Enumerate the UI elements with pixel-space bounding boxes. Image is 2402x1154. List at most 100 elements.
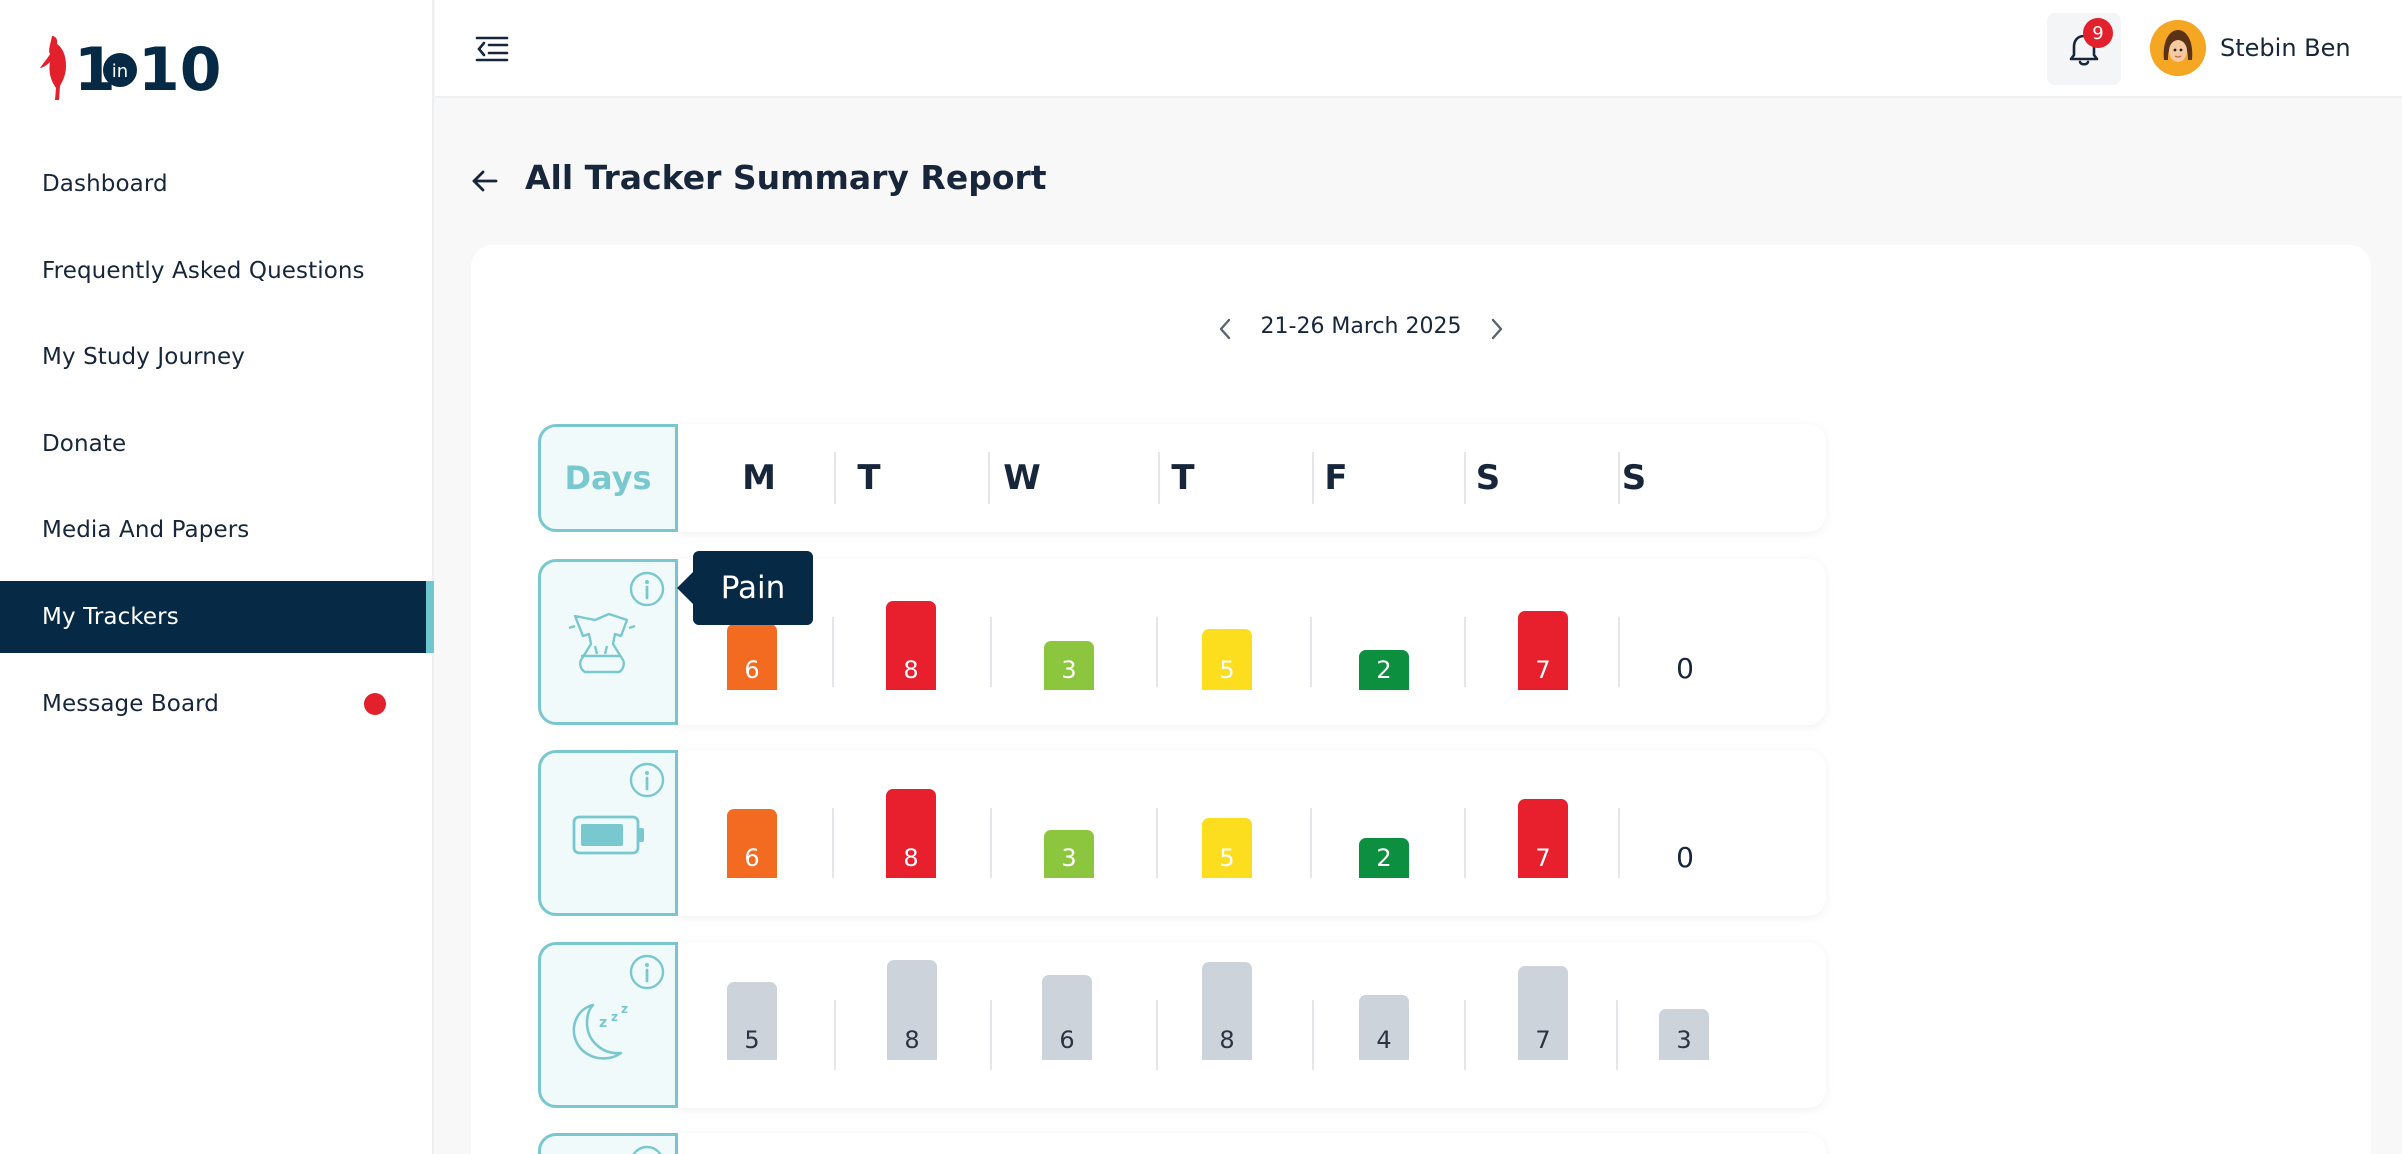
energy-value-sun[interactable]: 0 (1676, 841, 1694, 874)
sidebar-item-my-trackers[interactable]: My Trackers (0, 581, 434, 653)
week-range-label: 21-26 March 2025 (1260, 314, 1462, 339)
day-letter-thu: T (1171, 458, 1195, 498)
sidebar-item-label: Frequently Asked Questions (42, 258, 365, 284)
divider (990, 1000, 992, 1070)
sidebar-item-label: Message Board (42, 691, 220, 717)
day-letter-sun: S (1621, 458, 1647, 498)
svg-text:10: 10 (138, 35, 222, 102)
divider (1312, 452, 1314, 504)
battery-icon (572, 815, 644, 855)
sleep-bar-tue[interactable]: 8 (887, 960, 937, 1060)
days-label: Days (538, 424, 678, 532)
sleep-bar-sun[interactable]: 3 (1659, 1009, 1709, 1060)
next-week-chevron-icon[interactable] (1482, 314, 1512, 344)
pain-bar-sat[interactable]: 7 (1518, 611, 1568, 690)
pain-bar-fri[interactable]: 2 (1359, 650, 1409, 690)
notification-count-badge: 9 (2083, 18, 2113, 48)
sleep-bar-fri[interactable]: 4 (1359, 995, 1409, 1060)
day-letter-fri: F (1324, 458, 1348, 498)
divider (834, 1000, 836, 1070)
user-avatar[interactable] (2150, 20, 2206, 76)
pain-bar-tue[interactable]: 8 (886, 601, 936, 690)
svg-text:z: z (621, 1002, 628, 1016)
sleep-bar-sat[interactable]: 7 (1518, 966, 1568, 1060)
divider (1618, 452, 1620, 504)
next-tracker-row (678, 1133, 1826, 1154)
page-title: All Tracker Summary Report (525, 158, 1047, 197)
sidebar-item-donate[interactable]: Donate (0, 408, 434, 480)
divider (990, 617, 992, 687)
day-letter-tue: T (857, 458, 881, 498)
sidebar-item-label: Media And Papers (42, 517, 250, 543)
previous-week-chevron-icon[interactable] (1210, 314, 1240, 344)
sidebar-item-study-journey[interactable]: My Study Journey (0, 321, 434, 393)
sleep-tracker-icon-box[interactable]: z z z (538, 942, 678, 1108)
unread-dot (364, 693, 386, 715)
divider (1312, 1000, 1314, 1070)
pain-bar-thu[interactable]: 5 (1202, 629, 1252, 690)
divider (1464, 452, 1466, 504)
sleep-tracker-row: 5 8 6 8 4 7 3 (678, 942, 1826, 1108)
sidebar-item-label: Donate (42, 431, 127, 457)
back-arrow-icon[interactable] (468, 164, 502, 198)
tracker-tooltip: Pain (677, 551, 813, 625)
energy-bar-tue[interactable]: 8 (886, 789, 936, 878)
day-letter-mon: M (742, 458, 776, 498)
avatar-face-icon (2150, 20, 2206, 76)
brand-logo[interactable]: 1 in 10 (38, 30, 238, 102)
info-icon[interactable] (628, 1144, 666, 1154)
top-bar: 9 Stebin Ben (435, 0, 2402, 98)
svg-text:in: in (112, 61, 128, 82)
energy-bar-thu[interactable]: 5 (1202, 818, 1252, 878)
info-icon[interactable] (628, 761, 666, 799)
divider (1310, 808, 1312, 878)
divider (1310, 617, 1312, 687)
sleep-bar-thu[interactable]: 8 (1202, 962, 1252, 1060)
energy-bar-wed[interactable]: 3 (1044, 830, 1094, 878)
days-header-row: M T W T F S S (678, 424, 1826, 532)
divider (1156, 617, 1158, 687)
divider (1158, 452, 1160, 504)
sleep-bar-wed[interactable]: 6 (1042, 975, 1092, 1060)
sidebar-item-dashboard[interactable]: Dashboard (0, 148, 434, 220)
pain-bar-mon[interactable]: 6 (727, 624, 777, 690)
user-name[interactable]: Stebin Ben (2220, 34, 2351, 62)
sleep-bar-mon[interactable]: 5 (727, 982, 777, 1060)
divider (1618, 808, 1620, 878)
sidebar-item-label: Dashboard (42, 171, 168, 197)
sidebar-item-label: My Trackers (42, 604, 179, 630)
divider (1464, 617, 1466, 687)
sidebar: 1 in 10 Dashboard Frequently Asked Quest… (0, 0, 434, 1154)
pain-body-icon (568, 612, 636, 674)
divider (1156, 1000, 1158, 1070)
info-icon[interactable] (628, 570, 666, 608)
sidebar-item-label: My Study Journey (42, 344, 245, 370)
energy-bar-mon[interactable]: 6 (727, 809, 777, 878)
svg-text:z: z (611, 1010, 618, 1024)
energy-bar-sat[interactable]: 7 (1518, 799, 1568, 878)
menu-collapse-icon[interactable] (473, 30, 511, 68)
sidebar-item-message-board[interactable]: Message Board (0, 668, 434, 740)
day-letter-sat: S (1475, 458, 1501, 498)
divider (1464, 1000, 1466, 1070)
divider (1464, 808, 1466, 878)
pain-bar-wed[interactable]: 3 (1044, 641, 1094, 690)
sidebar-item-media-papers[interactable]: Media And Papers (0, 494, 434, 566)
svg-text:z: z (599, 1015, 607, 1031)
divider (832, 617, 834, 687)
energy-tracker-row: 6 8 3 5 2 7 0 (678, 750, 1826, 916)
pain-tracker-icon-box[interactable] (538, 559, 678, 725)
next-tracker-icon-box[interactable] (538, 1133, 678, 1154)
pain-tracker-row: 6 8 3 5 2 7 0 (678, 559, 1826, 725)
energy-tracker-icon-box[interactable] (538, 750, 678, 916)
divider (1156, 808, 1158, 878)
day-letter-wed: W (1003, 458, 1041, 498)
divider (1618, 617, 1620, 687)
sidebar-item-faq[interactable]: Frequently Asked Questions (0, 235, 434, 307)
logo-figure-icon (40, 36, 66, 100)
pain-value-sun[interactable]: 0 (1676, 652, 1694, 685)
divider (832, 808, 834, 878)
divider (1616, 1000, 1618, 1070)
energy-bar-fri[interactable]: 2 (1359, 838, 1409, 878)
info-icon[interactable] (628, 953, 666, 991)
